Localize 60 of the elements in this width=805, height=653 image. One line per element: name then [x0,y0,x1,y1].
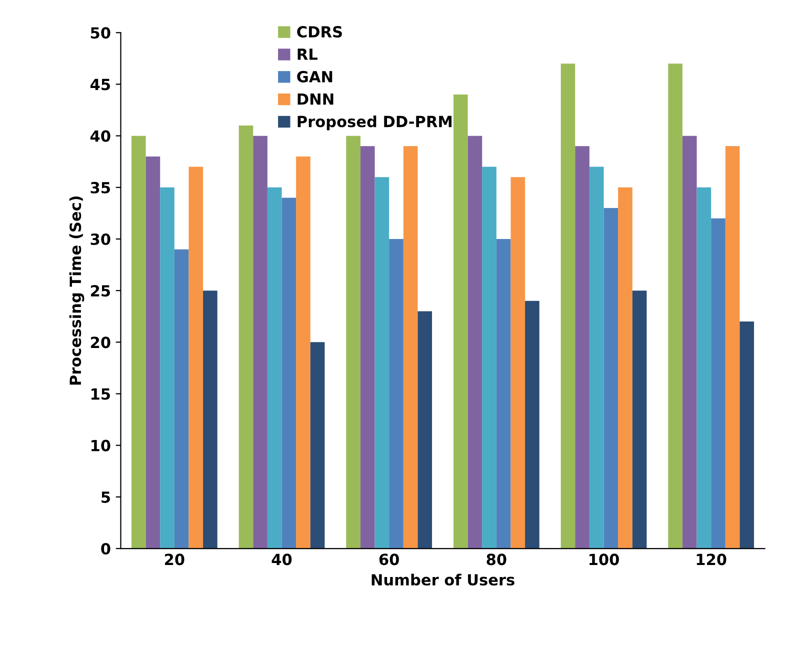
bar [310,342,325,549]
y-tick-label: 10 [91,440,110,452]
x-tick-label: 80 [486,554,506,566]
bar [468,136,482,549]
bar [696,187,712,549]
x-tick-label: 20 [164,554,184,566]
bar [203,290,218,549]
bar [725,146,740,549]
y-tick-label: 35 [90,182,110,194]
bar [510,177,526,549]
y-tick-label: 50 [90,27,110,39]
bar [668,64,682,549]
x-tick-label: 40 [272,554,292,566]
bar [496,239,511,549]
bar [238,126,254,549]
bar [453,94,468,549]
bar [131,136,146,549]
bar [482,166,496,549]
y-tick-label: 5 [102,492,110,503]
bar [389,239,404,549]
bar [188,166,204,549]
y-tick-label: 0 [101,542,110,555]
x-axis-title: Number of Users [372,574,514,586]
legend-label: RL [298,48,318,60]
legend-label: GAN [297,70,332,82]
bar [604,208,618,549]
y-tick-label: 40 [90,130,110,142]
y-tick-label: 15 [91,388,110,400]
bar [282,198,296,549]
y-tick-label: 45 [90,78,110,90]
x-tick-label: 120 [696,554,726,566]
y-tick-label: 30 [90,233,110,246]
legend-label: CDRS [297,26,342,38]
bar [589,166,604,549]
y-tick-label: 20 [90,336,110,348]
legend-label: Proposed DD-PRM [298,115,452,130]
bar [525,300,540,549]
bar [618,187,632,549]
bar [632,290,647,549]
bar [418,311,432,549]
x-tick-label: 60 [379,554,399,566]
bar [682,136,697,549]
bar [360,146,375,549]
bar [146,156,160,549]
x-tick-label: 100 [590,554,619,566]
bar [740,322,754,549]
bar [174,249,189,549]
bar [296,156,310,549]
y-axis-title: Processing Time (Sec) [69,196,84,385]
bar [160,187,174,549]
legend-label: DNN [298,94,334,105]
bar [346,136,360,549]
bar [374,177,390,549]
bar [560,64,576,549]
bar [253,136,268,549]
y-tick-label: 25 [90,285,110,297]
bar [267,187,282,549]
bar [711,218,726,549]
bar [403,146,418,549]
bar [575,146,590,549]
